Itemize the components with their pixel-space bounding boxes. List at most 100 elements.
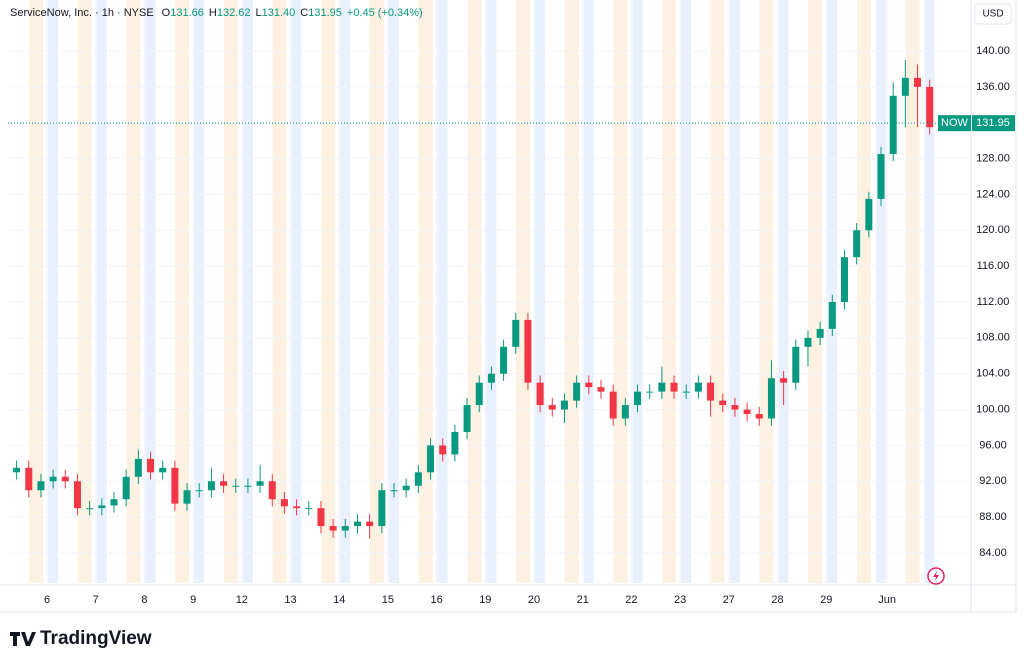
x-tick-label: Jun xyxy=(878,594,896,606)
y-tick-label: 120.00 xyxy=(976,224,1010,236)
premarket-band xyxy=(613,0,628,583)
premarket-band xyxy=(759,0,774,583)
candle-body xyxy=(901,77,909,96)
x-tick-label: 20 xyxy=(528,594,540,606)
symbol-tag xyxy=(938,115,971,132)
y-tick-label: 104.00 xyxy=(976,368,1010,380)
x-tick-label: 23 xyxy=(674,594,686,606)
candle-body xyxy=(743,409,751,415)
candle-body xyxy=(195,490,203,492)
candle-body xyxy=(378,490,386,527)
candle-body xyxy=(402,485,410,491)
afterhours-band xyxy=(729,0,740,583)
candle-body xyxy=(122,476,130,500)
candle-body xyxy=(792,346,800,383)
price-label: 131.95 xyxy=(976,117,1010,129)
header: ServiceNow, Inc. · 1h · NYSE O131.66 H132.… xyxy=(10,7,423,19)
x-tick-label: 8 xyxy=(141,594,147,606)
premarket-band xyxy=(516,0,531,583)
candle-body xyxy=(840,257,848,302)
y-tick-label: 116.00 xyxy=(977,260,1010,272)
afterhours-band xyxy=(924,0,935,583)
y-tick-label: 124.00 xyxy=(976,188,1010,200)
premarket-band xyxy=(77,0,92,583)
x-tick-label: 22 xyxy=(625,594,637,606)
afterhours-band xyxy=(437,0,448,583)
candle-body xyxy=(353,521,361,527)
afterhours-band xyxy=(583,0,594,583)
y-tick-label: 96.00 xyxy=(979,439,1007,451)
candle-body xyxy=(597,387,605,392)
x-tick-label: 16 xyxy=(431,594,443,606)
candle-body xyxy=(719,400,727,406)
ohlc-value: 131.40 xyxy=(262,7,296,19)
candle-body xyxy=(73,481,81,509)
candle-body xyxy=(609,391,617,419)
candle-body xyxy=(621,405,629,419)
candle-body xyxy=(341,526,349,531)
ohlc-letter: C xyxy=(300,7,308,19)
y-tick-label: 84.00 xyxy=(979,547,1007,559)
candle-body xyxy=(731,405,739,410)
afterhours-band xyxy=(388,0,399,583)
candle-body xyxy=(414,472,422,486)
candle-body xyxy=(475,382,483,406)
afterhours-band xyxy=(194,0,205,583)
ohlc-value: 132.62 xyxy=(217,7,251,19)
premarket-band xyxy=(662,0,677,583)
candle-body xyxy=(914,77,922,87)
candle-body xyxy=(427,445,435,473)
y-tick-label: 136.00 xyxy=(976,81,1010,93)
candle-body xyxy=(524,319,532,383)
currency[interactable]: USD xyxy=(982,9,1003,20)
premarket-band xyxy=(905,0,920,583)
candle-body xyxy=(61,476,69,482)
x-tick-label: 27 xyxy=(723,594,735,606)
alert-icon-bolt[interactable] xyxy=(933,571,939,581)
premarket-band xyxy=(856,0,871,583)
candle-body xyxy=(585,382,593,388)
afterhours-band xyxy=(145,0,156,583)
x-tick-label: 9 xyxy=(190,594,196,606)
candle-body xyxy=(183,490,191,504)
candle-body xyxy=(256,481,264,486)
premarket-band xyxy=(175,0,190,583)
candle-body xyxy=(390,490,398,492)
candle-body xyxy=(548,405,556,410)
logo: TradingView xyxy=(10,628,152,649)
candle-body xyxy=(244,485,252,487)
price-tag xyxy=(972,115,1015,132)
y-tick-label: 140.00 xyxy=(976,45,1010,57)
x-tick-label: 15 xyxy=(382,594,394,606)
candle-body xyxy=(13,467,21,473)
afterhours-band xyxy=(486,0,497,583)
currency-box[interactable] xyxy=(974,3,1012,25)
candle-body xyxy=(865,198,873,231)
candle-body xyxy=(500,346,508,374)
afterhours-band xyxy=(48,0,59,583)
candle-body xyxy=(926,86,934,128)
x-tick-label: 6 xyxy=(44,594,50,606)
x-tick-label: 19 xyxy=(479,594,491,606)
candle-body xyxy=(305,508,313,510)
candle-body xyxy=(463,405,471,432)
premarket-band xyxy=(272,0,287,583)
candle-body xyxy=(828,301,836,329)
change-value: +0.45 (+0.34%) xyxy=(347,7,423,19)
candle-body xyxy=(147,458,155,473)
candle-body xyxy=(98,505,106,509)
premarket-band xyxy=(29,0,44,583)
symbol-label: NOW xyxy=(941,117,969,129)
candle-body xyxy=(512,319,520,347)
candle-body xyxy=(171,467,179,504)
candle-body xyxy=(49,476,57,482)
candle-body xyxy=(877,154,885,199)
afterhours-band xyxy=(632,0,643,583)
candle-body xyxy=(232,485,240,487)
afterhours-band xyxy=(778,0,789,583)
candle-body xyxy=(767,378,775,419)
ohlc-value: 131.95 xyxy=(308,7,342,19)
candle-body xyxy=(110,499,118,506)
y-tick-label: 108.00 xyxy=(976,332,1010,344)
